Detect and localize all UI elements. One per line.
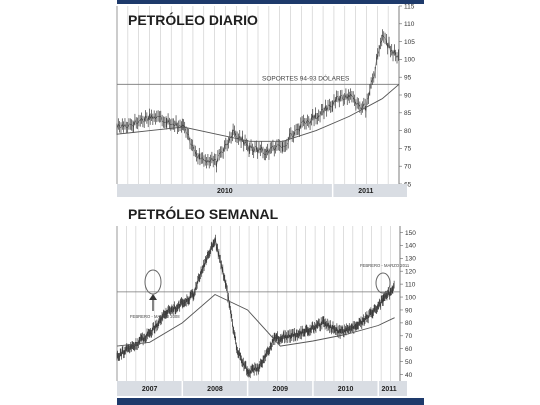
y-tick-label: 80 [405, 320, 413, 327]
y-tick-label: 120 [405, 269, 416, 276]
y-tick-label: 105 [404, 39, 415, 46]
price-line [116, 238, 395, 375]
y-tick-label: 75 [404, 146, 412, 153]
chart-0: 65 70 75 80 85 90 95 100 105 110 115 PETRÓLEO DIARI… [116, 0, 424, 197]
y-tick-label: 110 [404, 21, 415, 28]
y-tick-label: 65 [404, 181, 412, 188]
y-tick-label: 60 [405, 346, 413, 353]
price-line [116, 34, 399, 167]
y-tick-label: 110 [405, 281, 416, 288]
y-tick-label: 115 [404, 3, 415, 10]
y-tick-label: 40 [405, 372, 413, 379]
y-tick-label: 100 [404, 57, 415, 64]
annotation-2008: FEBRERO - MARZO 2008 [130, 314, 180, 319]
y-tick-label: 140 [405, 243, 416, 250]
chart-title: PETRÓLEO DIARIO [128, 11, 258, 28]
header-stripe [117, 0, 424, 4]
y-tick-label: 70 [404, 164, 412, 171]
y-tick-label: 80 [404, 128, 412, 135]
arrow-head-2008 [149, 294, 157, 300]
y-tick-label: 100 [405, 294, 416, 301]
y-tick-label: 95 [404, 75, 412, 82]
highlight-circle-2008 [144, 269, 162, 295]
chart-1: 40 50 60 70 80 90 100 110 120 130 140 150 PETRÓLEO S… [116, 205, 424, 405]
chart-title: PETRÓLEO SEMANAL [128, 205, 279, 222]
year-label: 2010 [338, 386, 354, 393]
year-bar [117, 381, 407, 396]
y-tick-label: 150 [405, 230, 416, 237]
support-annotation: SOPORTES 94-93 DÓLARES [262, 73, 350, 82]
moving-average-line [116, 83, 400, 142]
year-label: 2011 [358, 188, 373, 195]
y-tick-label: 130 [405, 256, 416, 263]
year-label: 2007 [142, 386, 158, 393]
highlight-circle-2011 [375, 272, 391, 294]
year-label: 2010 [217, 188, 233, 195]
annotation-2011: FEBRERO - MARZO 2011 [360, 263, 410, 268]
year-label: 2011 [382, 386, 397, 393]
year-label: 2008 [207, 386, 223, 393]
y-tick-label: 90 [404, 92, 412, 99]
header-stripe [117, 398, 424, 405]
year-label: 2009 [272, 386, 288, 393]
y-tick-label: 50 [405, 359, 413, 366]
y-tick-label: 90 [405, 307, 413, 314]
y-tick-label: 85 [404, 110, 412, 117]
y-tick-label: 70 [405, 333, 413, 340]
year-bar [117, 184, 407, 197]
moving-average-line [116, 293, 395, 347]
